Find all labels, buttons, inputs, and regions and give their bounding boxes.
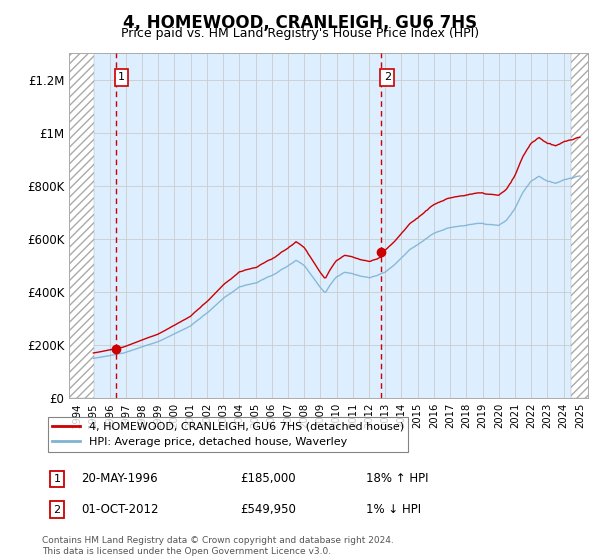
- Text: 20-MAY-1996: 20-MAY-1996: [81, 472, 158, 486]
- Text: £549,950: £549,950: [240, 503, 296, 516]
- Text: 18% ↑ HPI: 18% ↑ HPI: [366, 472, 428, 486]
- Text: 1% ↓ HPI: 1% ↓ HPI: [366, 503, 421, 516]
- Text: Contains HM Land Registry data © Crown copyright and database right 2024.
This d: Contains HM Land Registry data © Crown c…: [42, 536, 394, 556]
- Text: £185,000: £185,000: [240, 472, 296, 486]
- Text: 2: 2: [53, 505, 61, 515]
- Legend: 4, HOMEWOOD, CRANLEIGH, GU6 7HS (detached house), HPI: Average price, detached h: 4, HOMEWOOD, CRANLEIGH, GU6 7HS (detache…: [47, 417, 408, 451]
- Text: 4, HOMEWOOD, CRANLEIGH, GU6 7HS: 4, HOMEWOOD, CRANLEIGH, GU6 7HS: [123, 14, 477, 32]
- Bar: [69, 53, 94, 398]
- Text: 1: 1: [118, 72, 125, 82]
- Text: Price paid vs. HM Land Registry's House Price Index (HPI): Price paid vs. HM Land Registry's House …: [121, 27, 479, 40]
- Text: 2: 2: [383, 72, 391, 82]
- Text: 01-OCT-2012: 01-OCT-2012: [81, 503, 158, 516]
- Text: 1: 1: [53, 474, 61, 484]
- Bar: [571, 53, 589, 398]
